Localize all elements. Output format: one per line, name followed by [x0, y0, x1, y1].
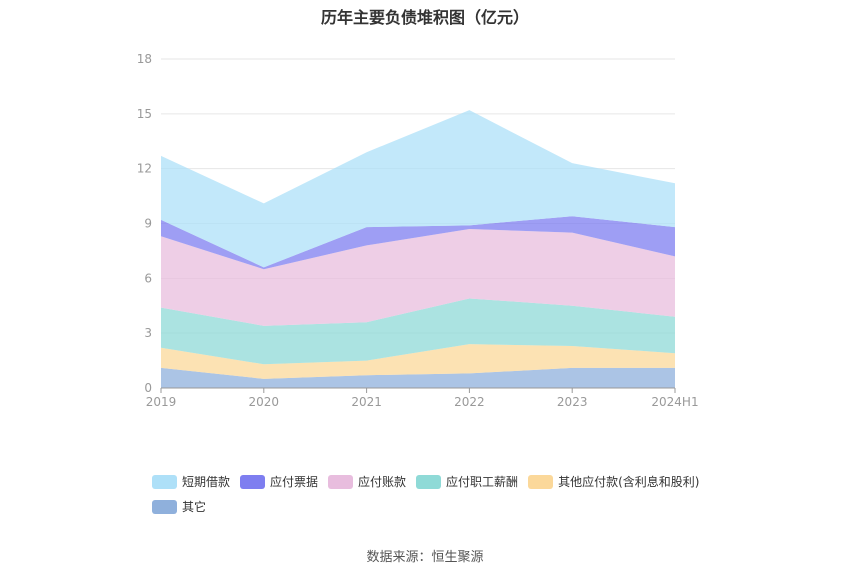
legend-item[interactable]: 短期借款: [152, 473, 230, 490]
legend-label: 其他应付款(含利息和股利): [558, 475, 700, 489]
y-tick-label: 15: [137, 107, 152, 121]
x-tick-label: 2020: [249, 395, 280, 409]
legend-item[interactable]: 其它: [152, 498, 206, 515]
legend-label: 应付账款: [358, 475, 407, 489]
legend-item[interactable]: 应付票据: [240, 473, 318, 490]
area-series: [161, 228, 675, 326]
x-tick-label: 2024H1: [651, 395, 698, 409]
y-tick-label: 6: [144, 271, 152, 285]
x-tick-label: 2022: [454, 395, 485, 409]
y-tick-label: 3: [144, 326, 152, 340]
area-series: [161, 110, 675, 268]
x-tick-label: 2023: [557, 395, 588, 409]
legend-item[interactable]: 其他应付款(含利息和股利): [528, 473, 699, 490]
area-layer: [161, 110, 675, 388]
legend-label: 短期借款: [182, 475, 231, 489]
legend: 短期借款 应付票据 应付账款 应付职工薪酬 其他应付款(含利息和股利) 其它: [152, 473, 732, 515]
y-tick-label: 9: [144, 217, 152, 231]
legend-swatch: [152, 499, 177, 514]
legend-label: 应付票据: [270, 475, 319, 489]
legend-label: 应付职工薪酬: [446, 475, 519, 489]
legend-swatch: [528, 474, 554, 489]
legend-item[interactable]: 应付账款: [328, 473, 406, 490]
axis-layer: 0 3 6 9 12 15 18 2019 2020 2021 2022 2023 2024H1: [137, 52, 699, 409]
legend-label: 其它: [182, 500, 207, 514]
y-tick-label: 12: [137, 162, 152, 176]
legend-swatch: [152, 474, 177, 489]
x-tick-label: 2019: [146, 395, 177, 409]
area-series: [161, 216, 675, 270]
area-series: [161, 367, 675, 388]
legend-item[interactable]: 应付职工薪酬: [416, 473, 518, 490]
area-series: [161, 298, 675, 365]
y-tick-label: 0: [144, 381, 152, 395]
legend-swatch: [240, 474, 266, 489]
legend-swatch: [328, 474, 354, 489]
legend-swatch: [416, 474, 442, 489]
x-tick-label: 2021: [351, 395, 382, 409]
data-source: 数据来源：恒生聚源: [366, 550, 484, 565]
area-series: [161, 344, 675, 379]
chart-title: 历年主要负债堆积图（亿元）: [320, 8, 529, 27]
y-tick-label: 18: [137, 52, 152, 66]
